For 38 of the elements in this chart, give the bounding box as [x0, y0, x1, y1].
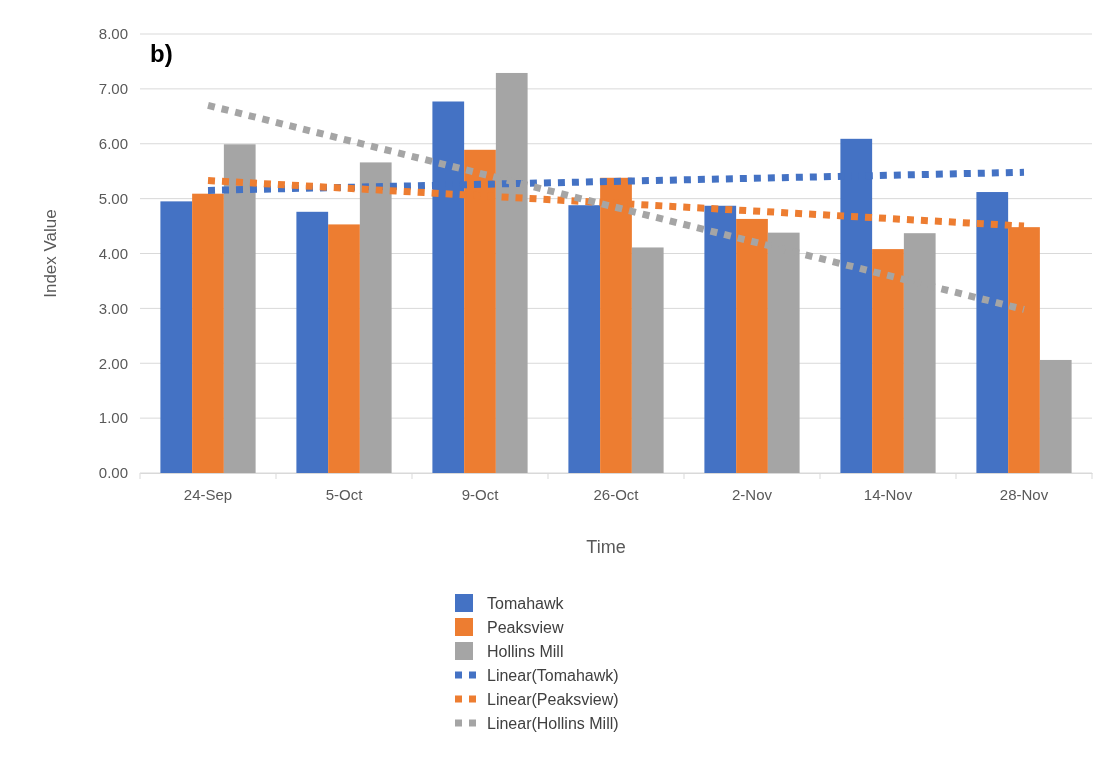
bar [631, 247, 664, 473]
x-tick-label: 26-Oct [593, 485, 640, 503]
y-tick-label: 8.00 [98, 25, 128, 43]
legend-label: Tomahawk [487, 595, 565, 612]
y-tick-label: 4.00 [98, 244, 128, 262]
x-tick-label: 2-Nov [731, 485, 773, 503]
bar [1039, 359, 1072, 473]
bar [704, 205, 737, 473]
y-tick-label: 1.00 [98, 409, 128, 427]
legend-label: Peaksview [487, 619, 564, 636]
y-tick-label: 6.00 [98, 135, 128, 153]
y-tick-label: 5.00 [98, 189, 128, 207]
x-tick-label: 28-Nov [999, 485, 1049, 503]
y-tick-label: 0.00 [98, 464, 128, 482]
y-axis-title: Index Value [41, 209, 60, 298]
x-tick-label: 9-Oct [461, 485, 500, 503]
x-tick-label: 5-Oct [325, 485, 364, 503]
legend-label: Linear(Tomahawk) [487, 667, 619, 684]
bar [328, 224, 360, 473]
bar [223, 144, 256, 473]
legend-label: Hollins Mill [487, 643, 564, 660]
legend-label: Linear(Peaksview) [487, 691, 619, 708]
y-tick-label: 3.00 [98, 299, 128, 317]
y-tick-label: 7.00 [98, 80, 128, 98]
bar [160, 201, 193, 473]
legend-label: Linear(Hollins Mill) [487, 715, 619, 732]
bar [192, 193, 224, 473]
y-tick-label: 2.00 [98, 354, 128, 372]
bar [736, 218, 768, 473]
x-tick-label: 24-Sep [183, 485, 233, 503]
x-axis-title: Time [586, 537, 626, 557]
bar [976, 192, 1009, 473]
bar [359, 162, 392, 473]
bar [568, 205, 601, 473]
bar [872, 249, 904, 473]
x-tick-label: 14-Nov [863, 485, 913, 503]
chart-title: b) [150, 40, 173, 67]
bar [296, 211, 329, 473]
